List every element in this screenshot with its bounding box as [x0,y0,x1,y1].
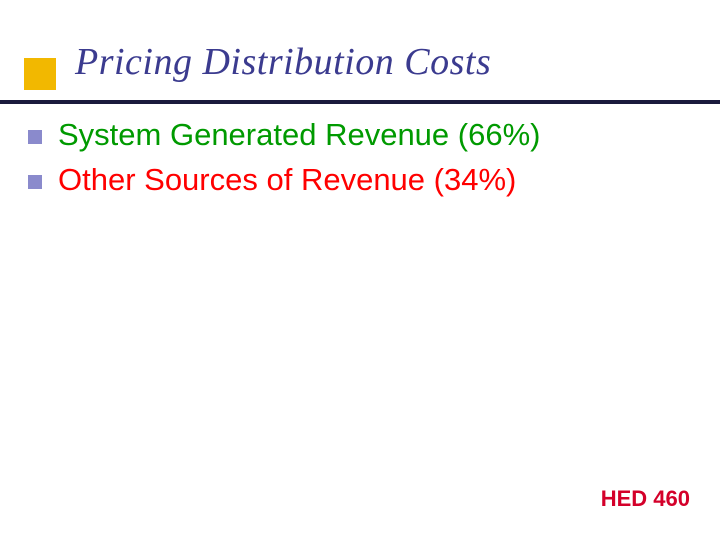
slide-header: Pricing Distribution Costs [0,0,720,94]
bullet-square-icon [28,130,42,144]
list-item: Other Sources of Revenue (34%) [28,161,680,200]
bullet-text: Other Sources of Revenue (34%) [58,161,516,200]
bullet-square-icon [28,175,42,189]
bullet-text: System Generated Revenue (66%) [58,116,540,155]
list-item: System Generated Revenue (66%) [28,116,680,155]
slide-title: Pricing Distribution Costs [75,40,720,84]
slide-body: System Generated Revenue (66%) Other Sou… [0,104,720,200]
slide-footer: HED 460 [601,486,690,512]
title-accent-square [24,58,56,90]
